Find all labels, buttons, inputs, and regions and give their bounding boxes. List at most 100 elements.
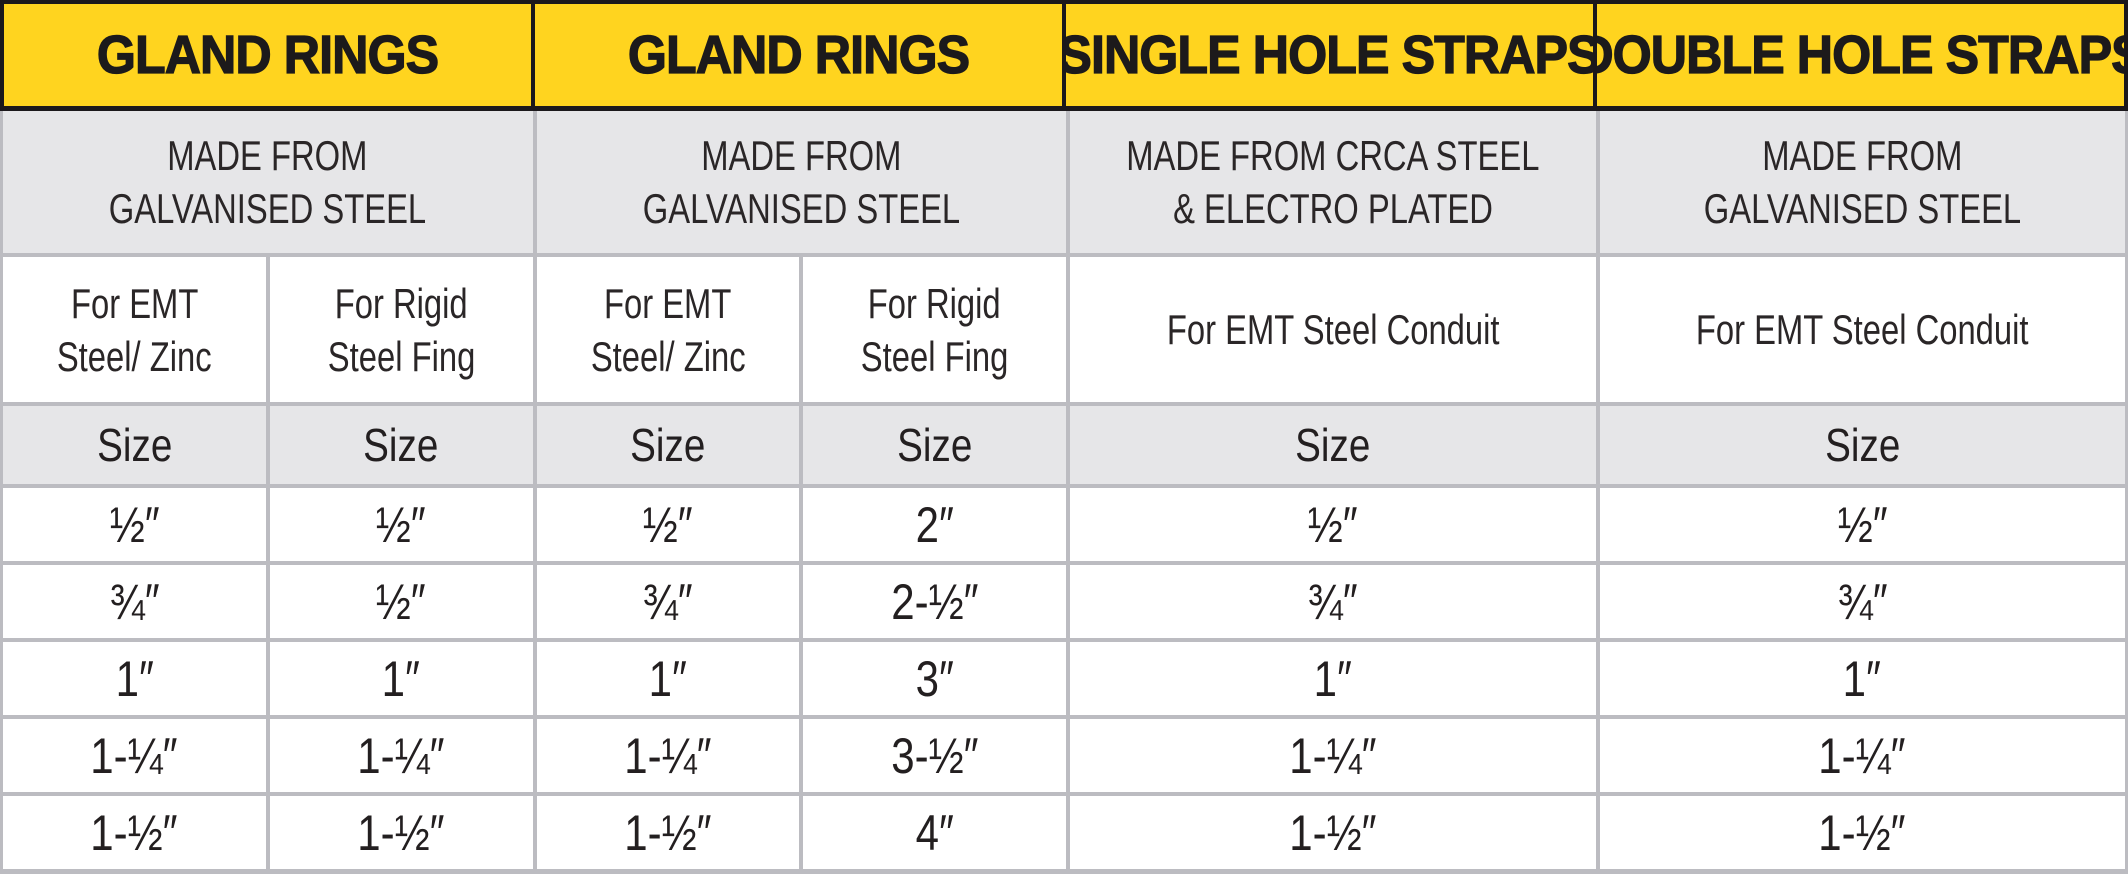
size-header-cell: Size: [1599, 406, 2125, 484]
size-value: ½″: [1307, 496, 1358, 553]
size-value-cell: 1-½″: [269, 796, 533, 869]
size-value-cell: 1-½″: [1070, 796, 1596, 869]
size-value-cell: 1-¼″: [269, 719, 533, 792]
size-value: 1″: [382, 650, 421, 707]
size-header-cell: Size: [536, 406, 800, 484]
subheader-rigid-steel-fing-2: For Rigid Steel Fing: [803, 257, 1066, 402]
material-line: & ELECTRO PLATED: [1172, 185, 1493, 232]
size-value: 1″: [1313, 650, 1352, 707]
size-value-cell: 4″: [803, 796, 1066, 869]
subheader-line: Steel Fing: [860, 332, 1009, 380]
material-line: MADE FROM: [167, 132, 368, 179]
size-value: 1-½″: [624, 804, 712, 861]
size-value-cell: ½″: [269, 488, 533, 561]
subheader-line: Steel/ Zinc: [56, 332, 212, 380]
header-single-hole-straps: SINGLE HOLE STRAPS: [1066, 4, 1593, 106]
size-label: Size: [1295, 419, 1371, 471]
material-cell-group3: MADE FROM CRCA STEEL & ELECTRO PLATED: [1070, 111, 1596, 253]
size-value-cell: ½″: [1070, 488, 1596, 561]
header-title: GLAND RINGS: [96, 24, 439, 85]
size-value-cell: 1″: [3, 642, 266, 715]
material-cell-group4: MADE FROM GALVANISED STEEL: [1599, 111, 2125, 253]
size-value-cell: ¾″: [536, 565, 800, 638]
size-value: 1-¼″: [357, 727, 445, 784]
table-body: MADE FROM GALVANISED STEEL MADE FROM GAL…: [0, 111, 2128, 874]
material-line: MADE FROM CRCA STEEL: [1126, 132, 1540, 179]
subheader-emt-steel-zinc-2: For EMT Steel/ Zinc: [536, 257, 800, 402]
size-header-cell: Size: [803, 406, 1066, 484]
size-value: ½″: [1837, 496, 1888, 553]
size-header-cell: Size: [269, 406, 533, 484]
size-value: 1-¼″: [90, 727, 178, 784]
size-label: Size: [363, 419, 439, 471]
material-line: GALVANISED STEEL: [109, 185, 427, 232]
size-value: 1-½″: [1818, 804, 1906, 861]
size-value-cell: 1″: [536, 642, 800, 715]
size-value-cell: 1″: [269, 642, 533, 715]
size-value: 1-¼″: [1289, 727, 1377, 784]
size-value: 2″: [915, 496, 954, 553]
material-cell-group1: MADE FROM GALVANISED STEEL: [3, 111, 533, 253]
material-line: GALVANISED STEEL: [1703, 185, 2021, 232]
size-value-cell: ½″: [536, 488, 800, 561]
subheader-emt-steel-conduit-1: For EMT Steel Conduit: [1070, 257, 1596, 402]
header-title: GLAND RINGS: [627, 24, 970, 85]
size-value-cell: ½″: [3, 488, 266, 561]
size-value-cell: 1-¼″: [1599, 719, 2125, 792]
size-value-cell: 1-½″: [536, 796, 800, 869]
size-value: ¾″: [642, 573, 693, 630]
material-line: MADE FROM: [1762, 132, 1963, 179]
size-value-cell: ¾″: [1070, 565, 1596, 638]
size-value: 1″: [1843, 650, 1882, 707]
size-header-cell: Size: [3, 406, 266, 484]
header-title: DOUBLE HOLE STRAPS: [1597, 24, 2124, 85]
subheader-rigid-steel-fing-1: For Rigid Steel Fing: [269, 257, 533, 402]
size-value-cell: 1-½″: [3, 796, 266, 869]
size-value-cell: 1″: [1599, 642, 2125, 715]
header-title: SINGLE HOLE STRAPS: [1066, 24, 1593, 85]
subheader-line: For EMT: [604, 279, 732, 327]
size-value: 3-½″: [890, 727, 979, 784]
material-cell-group2: MADE FROM GALVANISED STEEL: [536, 111, 1066, 253]
size-value-cell: 1-¼″: [536, 719, 800, 792]
size-value-cell: ¾″: [3, 565, 266, 638]
size-value: ½″: [376, 496, 427, 553]
table-header-row: GLAND RINGS GLAND RINGS SINGLE HOLE STRA…: [0, 0, 2128, 111]
subheader-emt-steel-conduit-2: For EMT Steel Conduit: [1599, 257, 2125, 402]
size-label: Size: [1824, 419, 1900, 471]
subheader-line: For EMT Steel Conduit: [1695, 306, 2029, 353]
size-value: ½″: [109, 496, 160, 553]
size-value: 1″: [115, 650, 154, 707]
header-gland-rings-1: GLAND RINGS: [4, 4, 531, 106]
header-double-hole-straps: DOUBLE HOLE STRAPS: [1597, 4, 2124, 106]
size-label: Size: [96, 419, 172, 471]
size-value: 1″: [648, 650, 687, 707]
size-value: ½″: [376, 573, 427, 630]
size-header-cell: Size: [1070, 406, 1596, 484]
size-value-cell: 3″: [803, 642, 1066, 715]
size-value-cell: ½″: [1599, 488, 2125, 561]
size-value: 1-½″: [357, 804, 445, 861]
header-gland-rings-2: GLAND RINGS: [535, 4, 1062, 106]
size-value: 3″: [915, 650, 954, 707]
size-value-cell: ¾″: [1599, 565, 2125, 638]
subheader-line: For EMT Steel Conduit: [1166, 306, 1500, 353]
subheader-line: For Rigid: [868, 279, 1002, 327]
size-value-cell: 1-¼″: [3, 719, 266, 792]
size-value: ¾″: [1307, 573, 1358, 630]
subheader-line: Steel/ Zinc: [590, 332, 746, 380]
size-value: ¾″: [1837, 573, 1888, 630]
size-value-cell: 2″: [803, 488, 1066, 561]
subheader-line: For EMT: [70, 279, 199, 327]
material-line: GALVANISED STEEL: [642, 185, 960, 232]
subheader-emt-steel-zinc-1: For EMT Steel/ Zinc: [3, 257, 266, 402]
size-value-cell: 2-½″: [803, 565, 1066, 638]
size-value-cell: ½″: [269, 565, 533, 638]
size-value: 4″: [915, 804, 954, 861]
size-value-cell: 1″: [1070, 642, 1596, 715]
material-line: MADE FROM: [701, 132, 902, 179]
subheader-line: For Rigid: [334, 279, 468, 327]
size-value: ½″: [642, 496, 693, 553]
size-value: ¾″: [109, 573, 160, 630]
size-label: Size: [897, 419, 973, 471]
